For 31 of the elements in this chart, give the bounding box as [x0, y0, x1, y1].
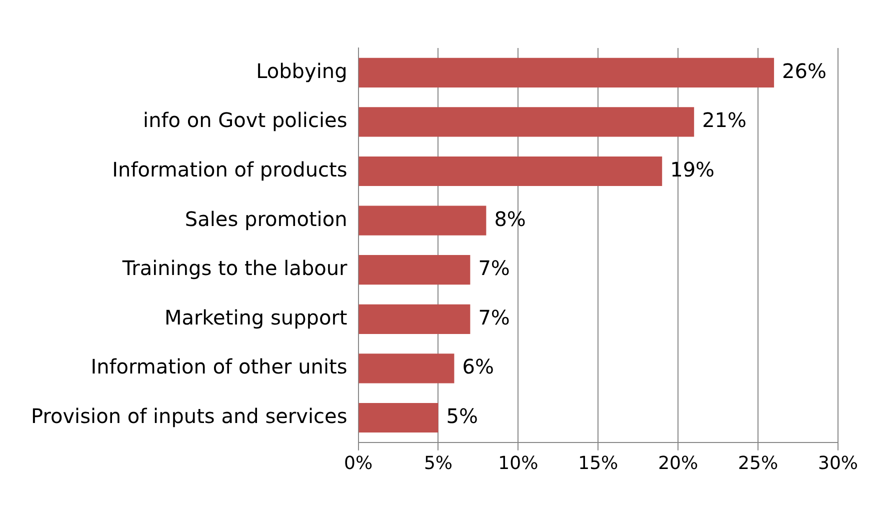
- bar: [358, 304, 470, 334]
- y-tick-label: Provision of inputs and services: [30, 404, 348, 428]
- x-tick-label: 15%: [578, 452, 618, 474]
- data-label: 6%: [462, 354, 494, 379]
- y-tick-label: Lobbying: [256, 58, 348, 83]
- data-label: 7%: [478, 305, 510, 330]
- bar: [358, 354, 454, 384]
- y-tick-label: info on Govt policies: [143, 108, 348, 132]
- bar: [358, 206, 486, 236]
- y-tick-label: Sales promotion: [184, 206, 348, 231]
- data-label: 7%: [478, 256, 510, 280]
- data-label: 5%: [446, 404, 478, 428]
- y-tick-label: Marketing support: [164, 305, 348, 330]
- x-tick-label: 20%: [658, 452, 698, 474]
- data-label: 21%: [702, 108, 747, 132]
- data-label: 8%: [494, 206, 526, 231]
- x-tick-label: 0%: [344, 452, 373, 474]
- x-tick-label: 5%: [424, 452, 453, 474]
- data-label: 26%: [782, 58, 826, 83]
- x-tick-label: 25%: [738, 452, 778, 474]
- y-tick-label: Information of other units: [90, 354, 348, 379]
- bar: [358, 107, 694, 137]
- x-tick-label: 30%: [818, 452, 858, 474]
- bar: [358, 58, 774, 88]
- bar: [358, 255, 470, 285]
- y-tick-label: Information of products: [112, 157, 348, 182]
- y-tick-label: Trainings to the labour: [121, 256, 348, 280]
- data-label: 19%: [670, 157, 715, 182]
- bar: [358, 156, 662, 186]
- bar: [358, 402, 438, 433]
- x-tick-label: 10%: [498, 452, 538, 474]
